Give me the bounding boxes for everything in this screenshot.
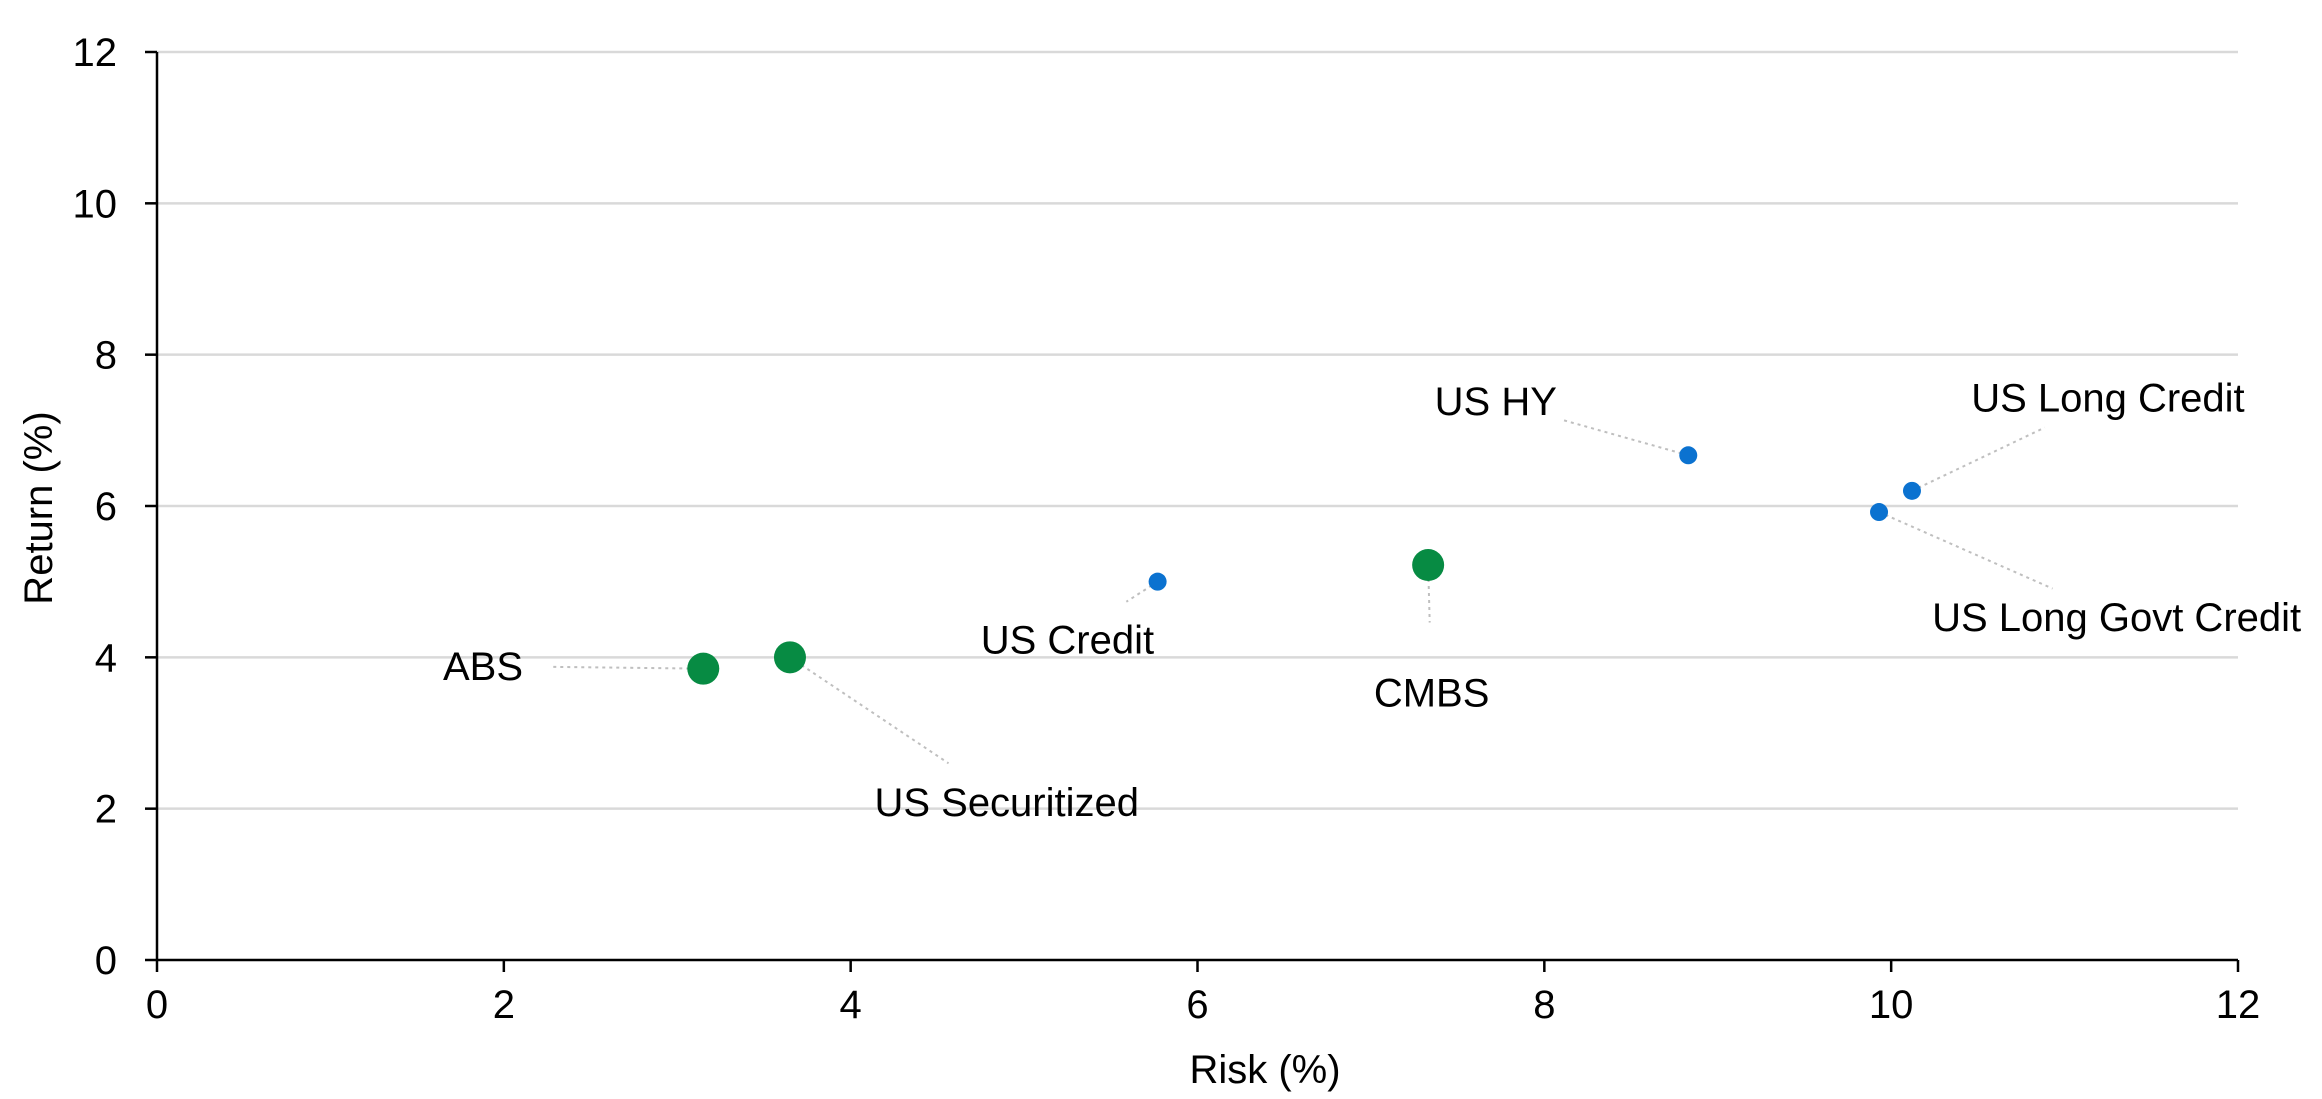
x-tick-label: 6	[1186, 983, 1208, 1027]
data-point	[1412, 549, 1445, 582]
data-label: US Long Govt Credit	[1932, 596, 2301, 640]
y-tick-label: 8	[95, 334, 117, 378]
x-tick-label: 2	[493, 983, 515, 1027]
leader-line	[553, 665, 704, 670]
leader-line	[1911, 426, 2046, 492]
data-point-layer	[687, 446, 1921, 685]
y-tick-label: 0	[95, 939, 117, 983]
data-label: CMBS	[1374, 672, 1490, 716]
x-tick-label: 8	[1533, 983, 1555, 1027]
data-point	[1870, 503, 1889, 522]
x-tick-label: 10	[1869, 983, 1914, 1027]
data-label: US Credit	[981, 619, 1154, 663]
data-point	[687, 652, 720, 685]
y-tick-label: 2	[95, 788, 117, 832]
leader-line	[789, 656, 950, 765]
data-label: ABS	[443, 645, 523, 689]
leader-line	[1878, 511, 2053, 590]
y-tick-label: 12	[73, 31, 118, 75]
y-tick-label: 6	[95, 485, 117, 529]
data-label-layer: ABS US Securitized US Credit CMBS US HY US Lo…	[443, 376, 2301, 825]
data-point	[1679, 446, 1698, 465]
x-tick-label: 0	[146, 983, 168, 1027]
data-label: US Long Credit	[1971, 376, 2244, 420]
leader-line	[1125, 580, 1159, 603]
x-axis-title: Risk (%)	[1189, 1048, 1340, 1092]
y-tick-label: 4	[95, 636, 117, 680]
grid-layer	[157, 50, 2238, 810]
axis-layer: 0 2 4 6 8 10 12 0 2 4 6 8 10 12	[73, 31, 2261, 1027]
x-tick-label: 12	[2216, 983, 2261, 1027]
data-label: US Securitized	[874, 781, 1139, 825]
leader-line	[1562, 419, 1689, 457]
data-point	[773, 641, 806, 674]
y-axis-title: Return (%)	[17, 411, 61, 604]
y-tick-label: 10	[73, 182, 118, 226]
x-tick-label: 4	[840, 983, 862, 1027]
data-label: US HY	[1435, 380, 1557, 424]
data-point	[1902, 481, 1921, 500]
leader-line-layer	[553, 419, 2053, 765]
data-point	[1148, 572, 1167, 591]
